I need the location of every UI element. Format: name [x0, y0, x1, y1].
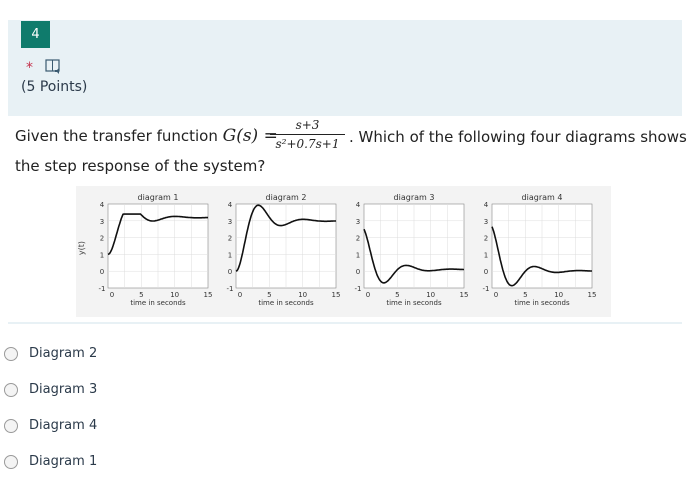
- x-tick-label: 15: [332, 291, 341, 299]
- x-tick-label: 10: [298, 291, 307, 299]
- x-tick-label: 10: [170, 291, 179, 299]
- y-tick-label: 3: [356, 218, 360, 226]
- x-axis-label: time in seconds: [386, 299, 442, 307]
- y-tick-label: -1: [227, 285, 234, 293]
- y-tick-label: 1: [484, 251, 488, 259]
- response-curve: [107, 213, 208, 256]
- y-tick-label: 2: [228, 235, 232, 243]
- x-tick-label: 5: [139, 291, 143, 299]
- choice-option-2[interactable]: Diagram 3: [4, 382, 97, 397]
- transfer-function-fraction: s+3 s²+0.7s+1: [270, 118, 345, 151]
- y-tick-label: 2: [100, 235, 104, 243]
- question-text-start: Given the transfer function G(s) =: [15, 126, 278, 146]
- fraction-numerator: s+3: [295, 118, 320, 132]
- y-tick-label: 0: [100, 268, 104, 276]
- x-tick-label: 5: [523, 291, 527, 299]
- y-tick-label: 3: [228, 218, 232, 226]
- y-tick-label: 4: [100, 201, 105, 209]
- x-tick-label: 15: [204, 291, 213, 299]
- transfer-function-lhs: G(s) =: [222, 126, 278, 146]
- step-response-figure: y(t) diagram 1 4 3 2 1 0 -1 0 5 10 15 time in second…: [76, 186, 611, 317]
- x-tick-label: 0: [110, 291, 114, 299]
- choice-option-3[interactable]: Diagram 4: [4, 418, 97, 433]
- y-tick-label: 4: [356, 201, 361, 209]
- immersive-reader-icon[interactable]: [43, 58, 63, 76]
- question-text-line2: the step response of the system?: [15, 157, 266, 175]
- choice-option-1[interactable]: Diagram 2: [4, 346, 97, 361]
- y-tick-label: 3: [484, 218, 488, 226]
- x-tick-label: 0: [238, 291, 242, 299]
- response-curve: [235, 204, 337, 272]
- y-tick-label: 2: [484, 235, 488, 243]
- y-tick-label: -1: [355, 285, 362, 293]
- choice-label: Diagram 4: [29, 418, 98, 433]
- required-mark: *: [26, 60, 33, 76]
- radio-button[interactable]: [4, 382, 18, 397]
- x-tick-label: 15: [460, 291, 469, 299]
- panel-title: diagram 4: [522, 193, 563, 202]
- fraction-denominator: s²+0.7s+1: [275, 137, 340, 151]
- question-text-before: Given the transfer function: [15, 127, 223, 145]
- radio-button[interactable]: [4, 418, 18, 433]
- y-tick-label: 0: [228, 268, 232, 276]
- y-tick-label: 1: [228, 251, 232, 259]
- y-tick-label: 0: [356, 268, 360, 276]
- y-tick-label: 0: [484, 268, 488, 276]
- panel-title: diagram 3: [394, 193, 435, 202]
- choice-option-4[interactable]: Diagram 1: [4, 454, 97, 469]
- x-tick-label: 15: [588, 291, 597, 299]
- x-tick-label: 0: [494, 291, 498, 299]
- x-tick-label: 5: [395, 291, 399, 299]
- y-tick-label: -1: [483, 285, 490, 293]
- panel-title: diagram 1: [138, 193, 179, 202]
- radio-button[interactable]: [4, 454, 18, 469]
- x-tick-label: 10: [554, 291, 563, 299]
- question-number: 4: [21, 21, 50, 48]
- choice-label: Diagram 3: [29, 382, 98, 397]
- y-axis-label: y(t): [77, 241, 86, 255]
- y-tick-label: 2: [356, 235, 360, 243]
- x-axis-label: time in seconds: [130, 299, 186, 307]
- x-tick-label: 10: [426, 291, 435, 299]
- y-tick-label: 1: [356, 251, 360, 259]
- x-axis-label: time in seconds: [258, 299, 314, 307]
- choice-label: Diagram 2: [29, 346, 98, 361]
- x-tick-label: 5: [267, 291, 271, 299]
- x-axis-label: time in seconds: [514, 299, 570, 307]
- y-tick-label: 4: [484, 201, 489, 209]
- x-tick-label: 0: [366, 291, 370, 299]
- panel-title: diagram 2: [266, 193, 307, 202]
- points-label: (5 Points): [21, 79, 88, 95]
- y-tick-label: 1: [100, 251, 104, 259]
- y-tick-label: 4: [228, 201, 233, 209]
- question-text-after: . Which of the following four diagrams s…: [349, 128, 687, 146]
- response-curve: [363, 228, 464, 284]
- y-tick-label: 3: [100, 218, 104, 226]
- fraction-bar: [270, 134, 345, 135]
- response-curve: [491, 226, 592, 287]
- radio-button[interactable]: [4, 346, 18, 361]
- choice-label: Diagram 1: [29, 454, 98, 469]
- y-tick-label: -1: [99, 285, 106, 293]
